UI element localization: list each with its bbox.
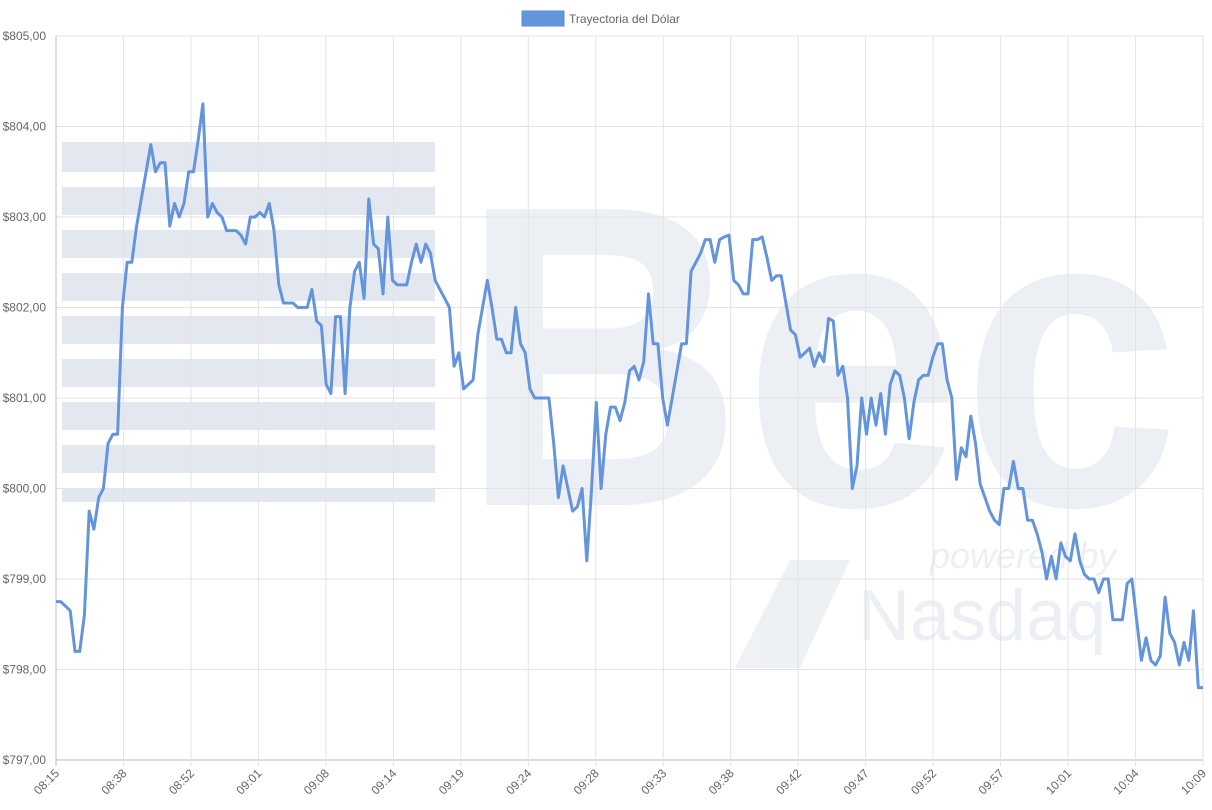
series-layer <box>56 102 1203 690</box>
x-tick-label: 09:42 <box>773 766 804 797</box>
grid <box>55 35 1204 766</box>
x-tick-label: 09:14 <box>368 766 399 797</box>
y-tick-label: $801,00 <box>3 391 47 405</box>
x-tick-label: 09:08 <box>301 766 332 797</box>
x-tick-label: 09:28 <box>571 766 602 797</box>
x-tick-label: 09:24 <box>503 766 534 797</box>
y-tick-label: $799,00 <box>3 572 47 586</box>
x-tick-label: 08:38 <box>98 766 129 797</box>
x-tick-label: 09:33 <box>638 766 669 797</box>
nasdaq-mark <box>735 560 850 668</box>
x-tick-label: 09:47 <box>841 766 872 797</box>
y-axis: $797,00 $798,00 $799,00 $800,00 $801,00 $802,… <box>3 29 47 767</box>
x-tick-label: 09:19 <box>436 766 467 797</box>
legend[interactable]: Trayectoria del Dólar <box>521 10 680 27</box>
x-tick-label: 10:04 <box>1111 766 1142 797</box>
legend-label: Trayectoria del Dólar <box>569 12 680 26</box>
x-tick-label: 08:15 <box>31 766 62 797</box>
y-tick-label: $797,00 <box>3 753 47 767</box>
y-tick-label: $798,00 <box>3 663 47 677</box>
y-tick-label: $805,00 <box>3 29 47 43</box>
bec-flag-logo <box>62 142 435 502</box>
watermark-sub2: Nasdaq <box>858 576 1106 656</box>
x-tick-label: 09:57 <box>976 766 1007 797</box>
x-tick-label: 10:09 <box>1178 766 1209 797</box>
x-tick-label: 09:01 <box>233 766 264 797</box>
x-tick-label: 10:01 <box>1043 766 1074 797</box>
watermark-sub1: powered by <box>929 535 1118 576</box>
y-tick-label: $804,00 <box>3 120 47 134</box>
y-tick-label: $802,00 <box>3 301 47 315</box>
bec-watermark: Bec powered by Nasdaq <box>62 117 1180 668</box>
x-tick-label: 09:38 <box>706 766 737 797</box>
series-line-trayectoria-del-dolar[interactable] <box>56 102 1203 690</box>
legend-swatch <box>521 10 565 27</box>
x-tick-label: 08:52 <box>166 766 197 797</box>
x-tick-label: 09:52 <box>908 766 939 797</box>
y-tick-label: $803,00 <box>3 210 47 224</box>
y-tick-label: $800,00 <box>3 482 47 496</box>
x-axis: 08:15 08:38 08:52 09:01 09:08 09:14 09:19 09:24… <box>31 766 1209 797</box>
